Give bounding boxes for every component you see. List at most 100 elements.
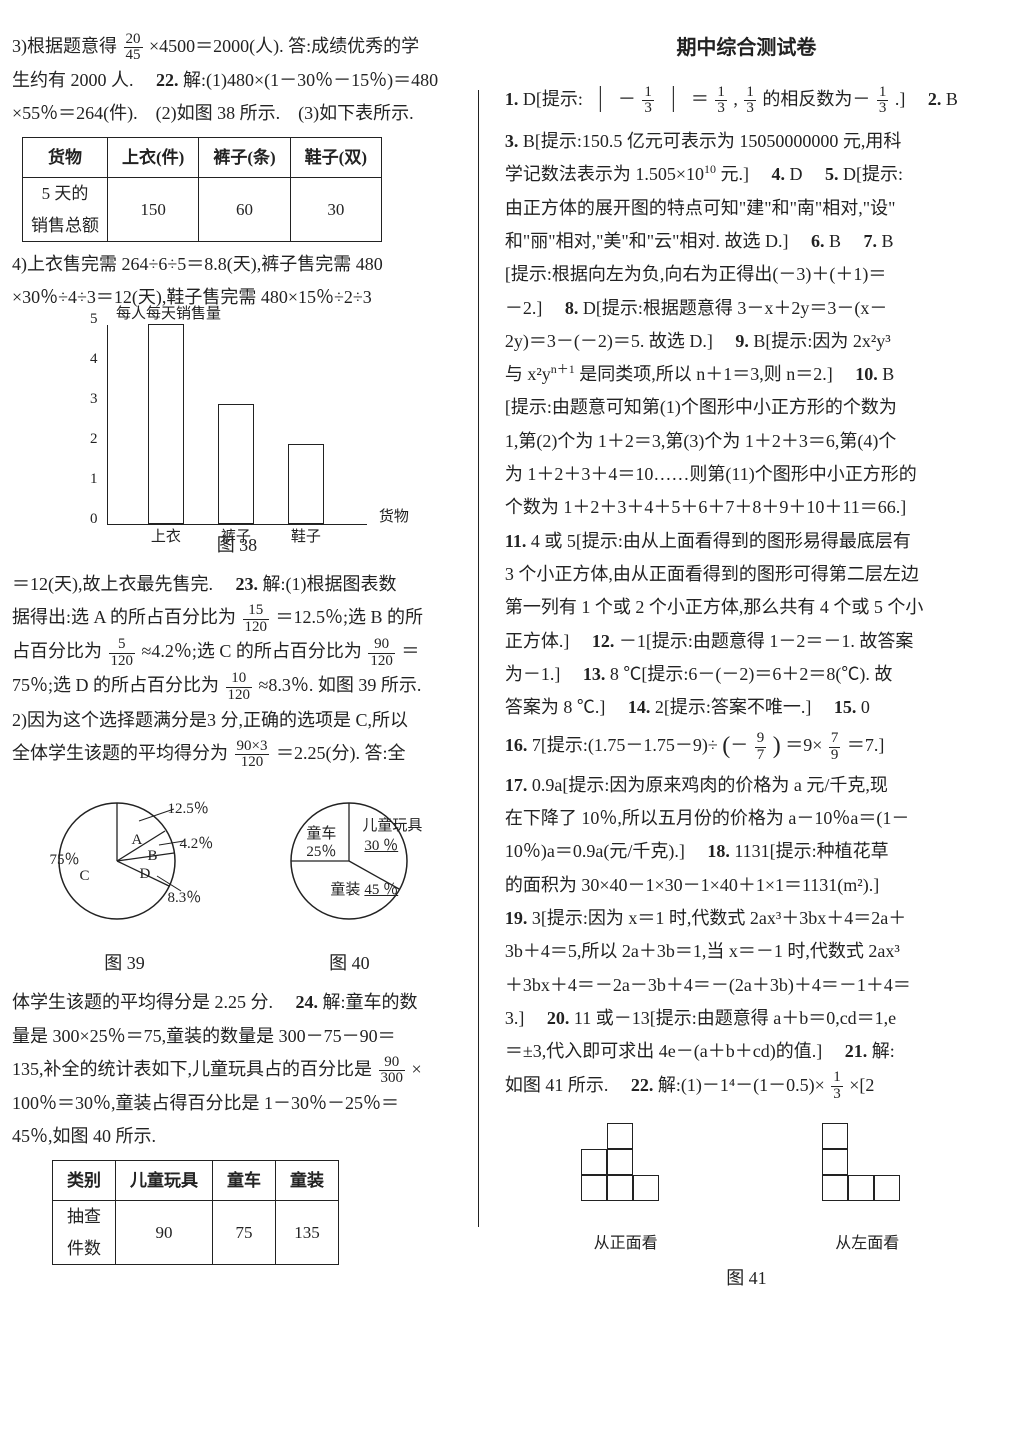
text: 全体学生该题的平均得分为	[12, 743, 228, 763]
cube-views-fig41: 从正面看 从左面看	[505, 1113, 988, 1259]
fraction: 13	[877, 85, 889, 118]
text: ＝7.]	[847, 735, 885, 755]
figure-label-39: 图 39	[104, 947, 145, 980]
fraction: 2045	[124, 32, 143, 65]
fraction: 90×3120	[235, 739, 270, 772]
text: 元.]	[721, 164, 768, 184]
text: 8 ℃[提示:6－(－2)＝6＋2＝8(℃). 故	[610, 664, 892, 684]
para-l6: ＝12(天),故上衣最先售完. 23. 解:(1)根据图表数	[12, 568, 462, 601]
para-r4: 由正方体的展开图的特点可知"建"和"南"相对,"设"	[505, 192, 988, 225]
text: 和"丽"相对,"美"和"云"相对. 故选 D.]	[505, 231, 807, 251]
text: 与 x²y	[505, 364, 551, 384]
qnum-18: 18.	[707, 841, 730, 861]
para-r29: ＝±3,代入即可求出 4e－(a＋b＋cd)的值.] 21. 解:	[505, 1035, 988, 1068]
table-2: 类别 儿童玩具 童车 童装 抽查 件数 90 75 135	[52, 1160, 339, 1265]
qnum-8: 8.	[565, 298, 579, 318]
th: 裤子(条)	[199, 137, 290, 177]
text: 的相反数为－	[762, 89, 870, 109]
para-l12: 体学生该题的平均得分是 2.25 分. 24. 解:童车的数	[12, 986, 462, 1019]
para-l16: 45％,如图 40 所示.	[12, 1120, 462, 1153]
para-r13: 个数为 1＋2＋3＋4＋5＋6＋7＋8＋9＋10＋11＝66.]	[505, 491, 988, 524]
pie-seg-pct: 25％	[306, 839, 336, 867]
text: ,	[733, 89, 738, 109]
text: D	[790, 164, 821, 184]
para-r1: 1. D[提示: ｜ － 13 ｜ ＝ 13 , 13 的相反数为－ 13 .]…	[505, 77, 988, 125]
text: 解:(1)480×(1－30％－15％)＝480	[183, 70, 438, 90]
qnum-24: 24.	[296, 992, 319, 1012]
text: ×	[412, 1059, 422, 1079]
fraction: 90300	[379, 1055, 406, 1088]
fraction: 13	[715, 85, 727, 118]
para-r19: 答案为 8 ℃.] 14. 2[提示:答案不唯一.] 15. 0	[505, 691, 988, 724]
text: 是同类项,所以 n＋1＝3,则 n＝2.]	[579, 364, 851, 384]
exponent: 10	[704, 162, 716, 176]
para-r7: －2.] 8. D[提示:根据题意得 3－x＋2y＝3－(x－	[505, 292, 988, 325]
qnum-10: 10.	[855, 364, 878, 384]
text: 3[提示:因为 x＝1 时,代数式 2ax³＋3bx＋4＝2a＋	[532, 908, 906, 928]
text: B	[946, 89, 958, 109]
pie-seg-pct: 12.5％	[167, 796, 208, 824]
text: 如图 41 所示.	[505, 1075, 627, 1095]
text: 解:(1)根据图表数	[263, 574, 397, 594]
para-r17: 正方体.] 12. －1[提示:由题意得 1－2＝－1. 故答案	[505, 625, 988, 658]
fraction: 13	[831, 1070, 843, 1103]
text: 11 或－13[提示:由题意得 a＋b＝0,cd＝1,e	[574, 1008, 896, 1028]
text: －2.]	[505, 298, 561, 318]
text: B[提示:150.5 亿元可表示为 15050000000 元,用科	[523, 131, 902, 151]
text: 体学生该题的平均得分是 2.25 分.	[12, 992, 291, 1012]
left-column: 3)根据题意得 2045 ×4500＝2000(人). 答:成绩优秀的学 生约有…	[0, 30, 470, 1427]
pie-seg-label: A	[131, 827, 142, 855]
page-title: 期中综合测试卷	[505, 30, 988, 67]
qnum-19: 19.	[505, 908, 528, 928]
para-l4: 4)上衣售完需 264÷6÷5＝8.8(天),裤子售完需 480	[12, 248, 462, 281]
para-l1: 3)根据题意得 2045 ×4500＝2000(人). 答:成绩优秀的学	[12, 30, 462, 64]
text: D[提示:	[523, 89, 583, 109]
row-header: 抽查 件数	[53, 1201, 116, 1265]
para-r24: 的面积为 30×40－1×30－1×40＋1×1＝1131(m²).]	[505, 869, 988, 902]
text: B[提示:因为 2x²y³	[753, 331, 890, 351]
cell: 90	[116, 1201, 213, 1265]
para-r21: 17. 0.9a[提示:因为原来鸡肉的价格为 a 元/千克,现	[505, 769, 988, 802]
text: 3)根据题意得	[12, 36, 117, 56]
para-l7: 据得出:选 A 的所占百分比为 15120 ＝12.5％;选 B 的所	[12, 601, 462, 635]
qnum-21: 21.	[845, 1041, 868, 1061]
qnum-15: 15.	[834, 697, 857, 717]
pie-chart-fig40: 童车 25％ 儿童玩具 30 ％ 童装 45 ％	[264, 781, 434, 941]
text: ＝9×	[785, 735, 822, 755]
para-l13: 量是 300×25％＝75,童装的数量是 300－75－90＝	[12, 1020, 462, 1053]
th: 上衣(件)	[108, 137, 199, 177]
text: －1[提示:由题意得 1－2＝－1. 故答案	[619, 631, 914, 651]
text: 据得出:选 A 的所占百分比为	[12, 607, 236, 627]
para-r25: 19. 3[提示:因为 x＝1 时,代数式 2ax³＋3bx＋4＝2a＋	[505, 902, 988, 935]
para-l3: ×55％＝264(件). (2)如图 38 所示. (3)如下表所示.	[12, 97, 462, 130]
neg-sign: －	[618, 89, 636, 109]
para-r6: [提示:根据向左为负,向右为正得出(－3)＋(＋1)＝	[505, 258, 988, 291]
th: 类别	[53, 1160, 116, 1200]
pie-seg-pct: 30 ％	[364, 833, 398, 861]
text: 解:	[872, 1041, 895, 1061]
pie-seg-label: D	[139, 861, 150, 889]
cell: 60	[199, 178, 290, 242]
text: 3.]	[505, 1008, 543, 1028]
th: 儿童玩具	[116, 1160, 213, 1200]
text: 10％)a＝0.9a(元/千克).]	[505, 841, 703, 861]
para-r22: 在下降了 10％,所以五月份的价格为 a－10％a＝(1－	[505, 802, 988, 835]
para-r18: 为－1.] 13. 8 ℃[提示:6－(－2)＝6＋2＝8(℃). 故	[505, 658, 988, 691]
qnum-3: 3.	[505, 131, 519, 151]
qnum-7: 7.	[863, 231, 877, 251]
text: 7[提示:(1.75－1.75－9)÷	[532, 735, 718, 755]
para-l11: 全体学生该题的平均得分为 90×3120 ＝2.25(分). 答:全	[12, 737, 462, 771]
fraction: 13	[744, 85, 756, 118]
pie-charts-row: A B D C 75％ 12.5％ 4.2％ 8.3％ 童车 25％ 儿童玩具 …	[12, 781, 462, 941]
fraction: 79	[829, 731, 841, 764]
text: 为－1.]	[505, 664, 579, 684]
text: 生约有 2000 人.	[12, 70, 152, 90]
fraction: 15120	[243, 603, 270, 636]
front-view: 从正面看	[571, 1113, 681, 1259]
text: D[提示:根据题意得 3－x＋2y＝3－(x－	[583, 298, 888, 318]
pie-seg-pct: 4.2％	[179, 831, 213, 859]
para-l2: 生约有 2000 人. 22. 解:(1)480×(1－30％－15％)＝480	[12, 64, 462, 97]
para-l15: 100％＝30％,童装占得百分比是 1－30％－25％＝	[12, 1087, 462, 1120]
qnum-16: 16.	[505, 735, 528, 755]
para-r9: 与 x²yn＋1 是同类项,所以 n＋1＝3,则 n＝2.] 10. B	[505, 358, 988, 391]
